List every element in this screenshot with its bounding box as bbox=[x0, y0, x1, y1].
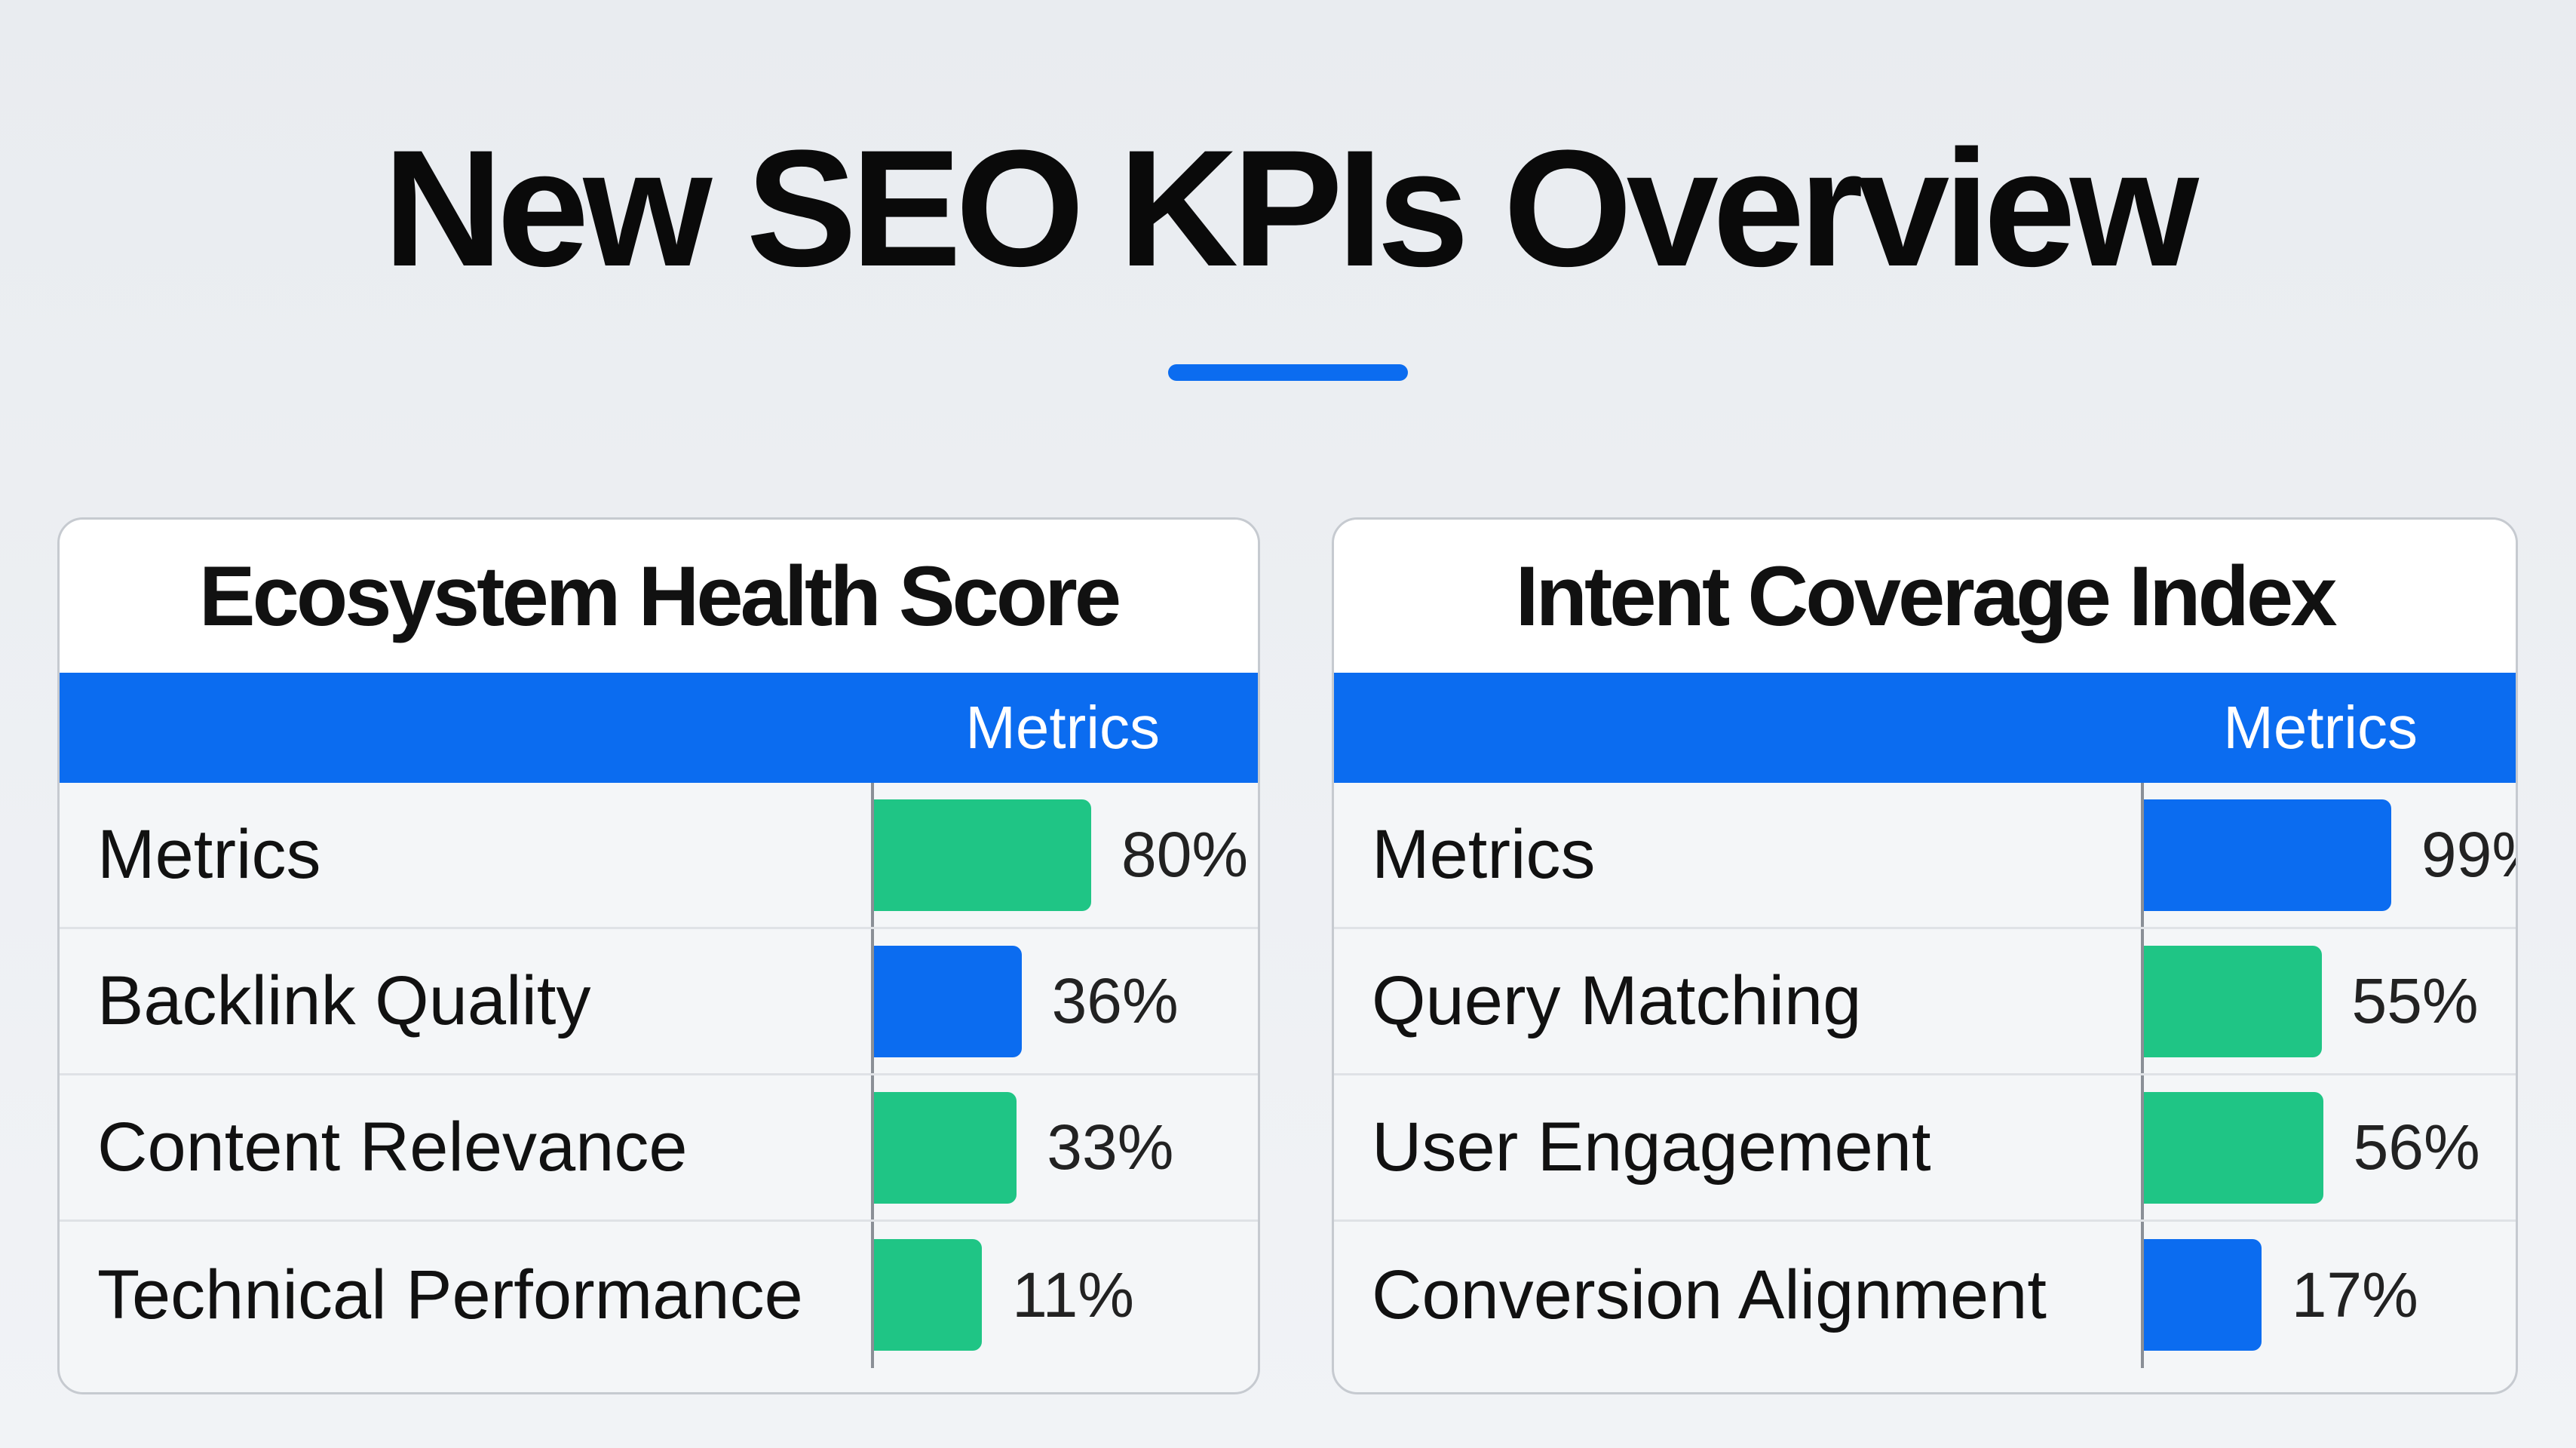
table-row: Metrics 80% bbox=[60, 783, 1258, 929]
percent-value: 56% bbox=[2353, 1112, 2480, 1183]
column-header: Metrics bbox=[1334, 673, 2516, 783]
progress-bar bbox=[874, 945, 1022, 1057]
metric-label: Conversion Alignment bbox=[1372, 1256, 2047, 1333]
percent-value: 80% bbox=[1121, 819, 1249, 890]
bar-cell: 17% bbox=[2141, 1222, 2418, 1368]
table-row: Metrics 99% bbox=[1334, 783, 2516, 929]
metric-label: Technical Performance bbox=[97, 1256, 803, 1333]
progress-bar bbox=[2144, 1239, 2262, 1351]
percent-value: 99% bbox=[2421, 819, 2516, 890]
bar-cell: 80% bbox=[871, 783, 1248, 927]
card-title: Ecosystem Health Score bbox=[60, 520, 1258, 673]
table-row: Technical Performance 11% bbox=[60, 1222, 1258, 1368]
table-row: Backlink Quality 36% bbox=[60, 929, 1258, 1075]
metric-label: Query Matching bbox=[1372, 962, 1862, 1039]
progress-bar bbox=[874, 1091, 1017, 1204]
percent-value: 11% bbox=[1012, 1259, 1134, 1330]
metric-label: User Engagement bbox=[1372, 1109, 1931, 1186]
intent-coverage-card: Intent Coverage Index Metrics Metrics 99… bbox=[1332, 517, 2518, 1394]
bar-cell: 99% bbox=[2141, 783, 2516, 927]
metric-label: Backlink Quality bbox=[97, 962, 591, 1039]
percent-value: 55% bbox=[2351, 965, 2479, 1036]
progress-bar bbox=[2144, 799, 2391, 911]
column-header: Metrics bbox=[60, 673, 1258, 783]
page-title: New SEO KPIs Overview bbox=[383, 115, 2199, 301]
table-row: User Engagement 56% bbox=[1334, 1075, 2516, 1222]
percent-value: 36% bbox=[1051, 965, 1179, 1036]
metric-label: Metrics bbox=[1372, 816, 1596, 893]
bar-cell: 33% bbox=[871, 1075, 1173, 1219]
progress-bar bbox=[2144, 945, 2322, 1057]
title-underline bbox=[1168, 364, 1408, 381]
bar-cell: 36% bbox=[871, 929, 1179, 1073]
progress-bar bbox=[874, 799, 1091, 911]
card-title: Intent Coverage Index bbox=[1334, 520, 2516, 673]
bar-cell: 56% bbox=[2141, 1075, 2480, 1219]
bar-cell: 55% bbox=[2141, 929, 2479, 1073]
table-row: Query Matching 55% bbox=[1334, 929, 2516, 1075]
metric-label: Metrics bbox=[97, 816, 321, 893]
percent-value: 33% bbox=[1047, 1112, 1174, 1183]
progress-bar bbox=[874, 1239, 983, 1351]
table-row: Content Relevance 33% bbox=[60, 1075, 1258, 1222]
percent-value: 17% bbox=[2291, 1259, 2418, 1330]
bar-cell: 11% bbox=[871, 1222, 1134, 1368]
table-row: Conversion Alignment 17% bbox=[1334, 1222, 2516, 1368]
ecosystem-health-card: Ecosystem Health Score Metrics Metrics 8… bbox=[57, 517, 1260, 1394]
metric-label: Content Relevance bbox=[97, 1109, 688, 1186]
progress-bar bbox=[2144, 1091, 2323, 1204]
